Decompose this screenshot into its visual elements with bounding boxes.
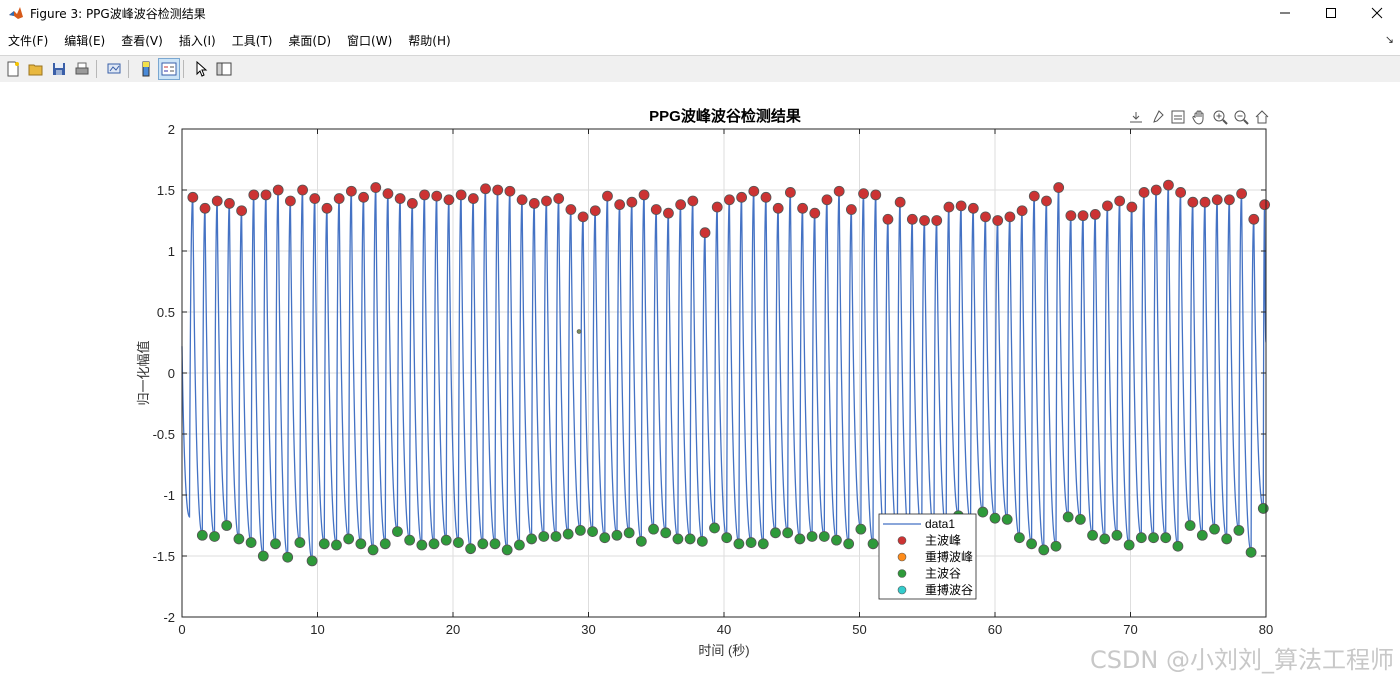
- minimize-button[interactable]: [1262, 0, 1308, 26]
- zoom-in-button[interactable]: [1210, 107, 1229, 126]
- minimize-icon: [1280, 12, 1290, 14]
- open-file-icon: [28, 64, 43, 76]
- edit-plot-icon: [196, 61, 208, 77]
- dock-arrow-icon[interactable]: ↘: [1384, 33, 1394, 46]
- menu-file[interactable]: 文件(F): [8, 34, 49, 48]
- pan-icon: [1191, 110, 1203, 125]
- menu-insert[interactable]: 插入(I): [178, 34, 216, 48]
- menu-edit[interactable]: 编辑(E): [64, 34, 106, 48]
- title-bar: Figure 3: PPG波峰波谷检测结果: [0, 0, 1400, 26]
- menu-desktop[interactable]: 桌面(D): [288, 34, 332, 48]
- print-icon: [75, 62, 89, 75]
- brush-icon: [1152, 109, 1164, 123]
- pan-button[interactable]: [1189, 107, 1208, 126]
- zoom-in-icon: [1213, 110, 1228, 125]
- menu-window[interactable]: 窗口(W): [347, 34, 393, 48]
- maximize-button[interactable]: [1308, 0, 1354, 26]
- open-file-button[interactable]: [26, 59, 46, 79]
- menu-view[interactable]: 查看(V): [121, 34, 163, 48]
- watermark-text: CSDN @小刘刘_算法工程师: [1089, 646, 1394, 674]
- link-plot-button[interactable]: [104, 59, 124, 79]
- edit-plot-button[interactable]: [191, 59, 211, 79]
- new-figure-icon: [7, 61, 19, 77]
- colorbar-button[interactable]: [136, 59, 156, 79]
- export-button[interactable]: [1126, 107, 1145, 126]
- toolbar-separator: [96, 60, 97, 78]
- print-button[interactable]: [72, 59, 92, 79]
- datatip-button[interactable]: [1168, 107, 1187, 126]
- toolbar-separator: [183, 60, 184, 78]
- legend-icon: [161, 62, 177, 76]
- zoom-out-icon: [1234, 110, 1249, 125]
- menu-tools[interactable]: 工具(T): [231, 34, 273, 48]
- property-inspector-icon: [216, 62, 232, 76]
- home-button[interactable]: [1252, 107, 1271, 126]
- datatip-icon: [1171, 110, 1184, 123]
- save-button[interactable]: [49, 59, 69, 79]
- new-figure-button[interactable]: [3, 59, 23, 79]
- property-inspector-button[interactable]: [214, 59, 234, 79]
- window-title: Figure 3: PPG波峰波谷检测结果: [30, 6, 206, 21]
- matlab-logo-icon: [9, 7, 23, 19]
- link-plot-icon: [107, 63, 121, 74]
- close-button[interactable]: [1354, 0, 1400, 26]
- home-icon: [1255, 109, 1268, 123]
- figure-toolbar: [0, 55, 1400, 83]
- export-icon: [1129, 111, 1142, 122]
- legend-button[interactable]: [158, 58, 180, 80]
- close-icon: [1371, 7, 1383, 19]
- colorbar-icon: [142, 61, 150, 77]
- zoom-out-button[interactable]: [1231, 107, 1250, 126]
- figure-canvas: [0, 82, 1400, 683]
- save-icon: [53, 63, 65, 75]
- toolbar-separator: [128, 60, 129, 78]
- brush-button[interactable]: [1147, 107, 1166, 126]
- menu-bar: 文件(F) 编辑(E) 查看(V) 插入(I) 工具(T) 桌面(D) 窗口(W…: [0, 29, 1400, 53]
- maximize-icon: [1326, 8, 1336, 18]
- menu-help[interactable]: 帮助(H): [408, 34, 451, 48]
- axes-toolbar: [1126, 107, 1271, 126]
